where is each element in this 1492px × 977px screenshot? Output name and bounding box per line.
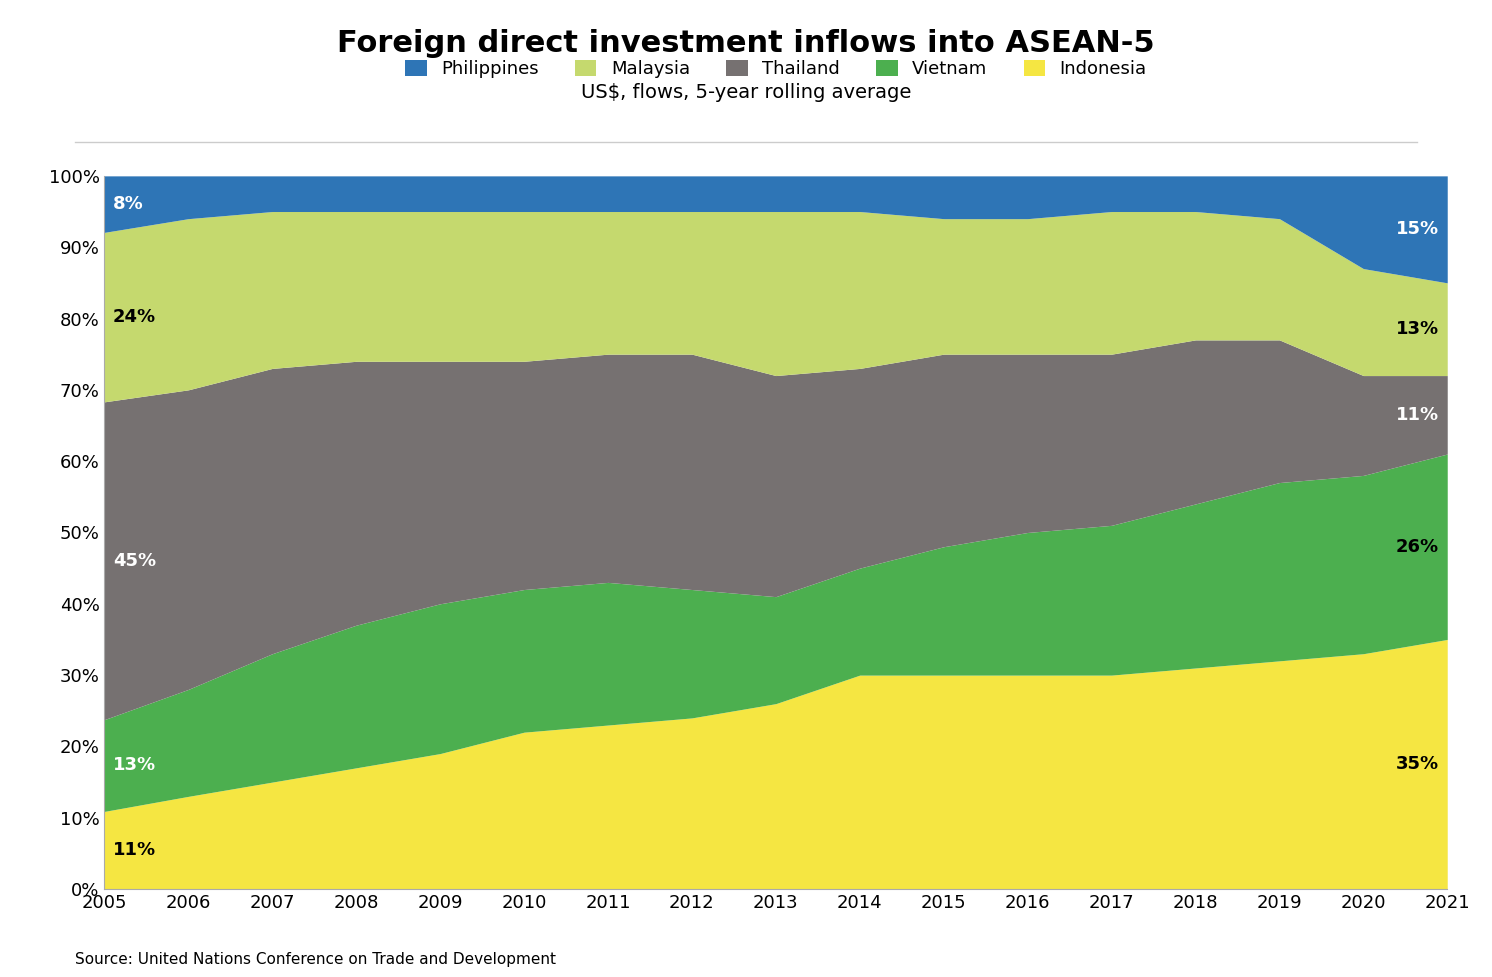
Text: 15%: 15% bbox=[1395, 221, 1438, 238]
Text: 13%: 13% bbox=[1395, 320, 1438, 338]
Text: 11%: 11% bbox=[113, 841, 157, 859]
Text: 11%: 11% bbox=[1395, 405, 1438, 424]
Text: 13%: 13% bbox=[113, 756, 157, 775]
Text: 35%: 35% bbox=[1395, 755, 1438, 773]
Text: 24%: 24% bbox=[113, 308, 157, 326]
Text: Source: United Nations Conference on Trade and Development: Source: United Nations Conference on Tra… bbox=[75, 953, 555, 967]
Text: 26%: 26% bbox=[1395, 537, 1438, 556]
Text: Foreign direct investment inflows into ASEAN-5: Foreign direct investment inflows into A… bbox=[337, 29, 1155, 59]
Text: 8%: 8% bbox=[113, 195, 143, 213]
Text: 45%: 45% bbox=[113, 552, 157, 570]
Text: US$, flows, 5-year rolling average: US$, flows, 5-year rolling average bbox=[580, 83, 912, 102]
Legend: Philippines, Malaysia, Thailand, Vietnam, Indonesia: Philippines, Malaysia, Thailand, Vietnam… bbox=[404, 60, 1147, 78]
